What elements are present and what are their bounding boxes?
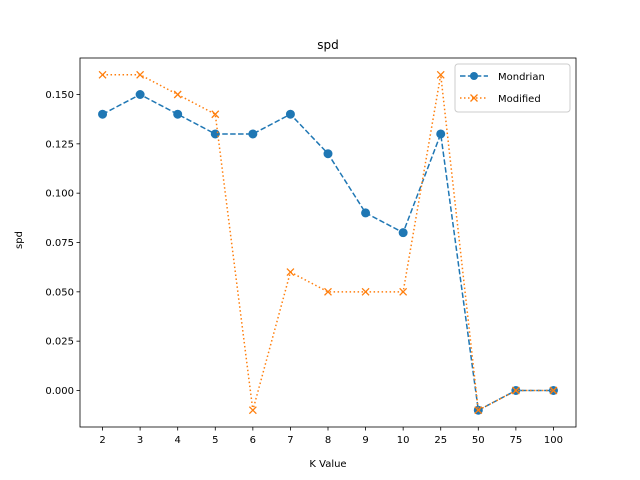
chart-title: spd — [317, 38, 339, 52]
data-point — [248, 406, 257, 415]
data-point — [324, 287, 332, 296]
x-tick-label: 2 — [99, 435, 105, 446]
data-point — [173, 90, 182, 99]
y-tick-label: 0.075 — [45, 238, 74, 249]
x-tick-label: 25 — [434, 435, 447, 446]
plot-area: 2 3 4 5 6 7 8 9 10 25 50 75 100 0.000 0.025 0.050 0.075 0… — [45, 57, 577, 446]
data-point — [286, 268, 295, 277]
data-point — [136, 70, 145, 79]
data-point — [173, 109, 183, 119]
data-point — [285, 109, 295, 119]
data-point — [474, 406, 483, 415]
x-tick-label: 9 — [362, 435, 368, 446]
data-point — [211, 110, 220, 119]
x-tick-label: 3 — [137, 435, 143, 446]
legend-marker — [470, 72, 478, 80]
data-point — [361, 287, 370, 296]
x-tick-label: 6 — [250, 435, 256, 446]
x-tick-label: 5 — [212, 435, 218, 446]
x-tick-label: 75 — [510, 435, 523, 446]
data-point — [436, 129, 446, 139]
data-point — [323, 149, 333, 159]
data-point — [98, 109, 108, 119]
data-point — [398, 228, 408, 238]
y-tick-label: 0.150 — [45, 90, 74, 101]
x-tick-label: 4 — [175, 435, 181, 446]
y-tick-label: 0.025 — [45, 337, 74, 348]
data-point — [399, 287, 408, 296]
y-axis-label: spd — [14, 231, 25, 249]
x-tick-label: 50 — [472, 435, 485, 446]
y-tick-label: 0.050 — [45, 287, 74, 298]
legend-marker — [470, 94, 478, 102]
data-point — [361, 208, 371, 218]
x-tick-label: 100 — [544, 435, 563, 446]
y-tick-label: 0.125 — [45, 139, 74, 150]
y-tick-label: 0.100 — [45, 189, 74, 200]
x-tick-label: 7 — [287, 435, 293, 446]
data-point — [549, 386, 558, 395]
data-point — [436, 70, 445, 79]
legend-label: Modified — [498, 94, 541, 105]
y-tick-label: 0.000 — [45, 386, 74, 397]
x-tick-label: 8 — [325, 435, 331, 446]
data-point — [248, 129, 258, 139]
data-point — [511, 386, 520, 395]
data-point — [98, 70, 107, 79]
axes-frame — [79, 57, 577, 428]
data-point — [135, 90, 145, 100]
x-axis-label: K Value — [309, 459, 346, 470]
legend-label: Mondrian — [498, 72, 545, 83]
x-tick-label: 10 — [397, 435, 410, 446]
